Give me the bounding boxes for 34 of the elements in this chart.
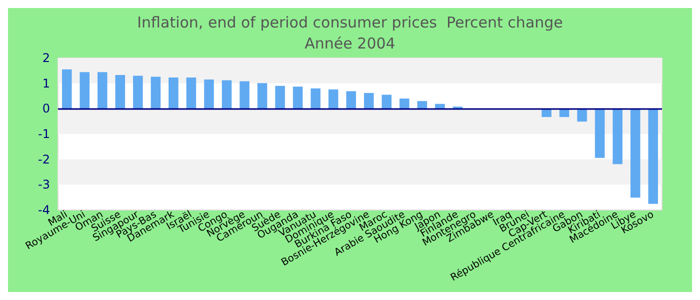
bar: [435, 104, 445, 109]
bar: [612, 108, 622, 164]
y-tick-label: 1: [42, 76, 50, 90]
bar: [310, 88, 320, 109]
chart-title: Inflation, end of period consumer prices Percent change: [137, 14, 563, 32]
bar: [133, 76, 143, 109]
bar: [400, 98, 410, 109]
y-tick-label: 2: [42, 51, 50, 65]
bar: [150, 76, 161, 109]
bar: [346, 91, 356, 109]
y-tick-label: 0: [42, 102, 50, 116]
bar: [328, 89, 338, 109]
bar: [257, 83, 268, 109]
bar: [186, 78, 196, 109]
y-tick-label: -1: [38, 127, 50, 141]
chart-subtitle: Année 2004: [304, 34, 396, 52]
bar: [204, 80, 214, 109]
y-tick-label: -3: [38, 178, 50, 192]
bar: [275, 86, 285, 109]
bar: [417, 101, 428, 109]
bar: [168, 78, 178, 109]
bar: [115, 74, 126, 109]
bar: [630, 108, 640, 198]
bar: [240, 81, 250, 109]
bar: [364, 92, 374, 109]
bar: [292, 86, 303, 109]
y-tick-label: -2: [38, 152, 50, 166]
bar: [62, 69, 72, 109]
bar: [648, 108, 658, 204]
bar: [382, 94, 392, 109]
bar: [98, 72, 108, 109]
bar: [222, 80, 232, 109]
bar: [594, 108, 605, 158]
bar: [80, 72, 90, 109]
